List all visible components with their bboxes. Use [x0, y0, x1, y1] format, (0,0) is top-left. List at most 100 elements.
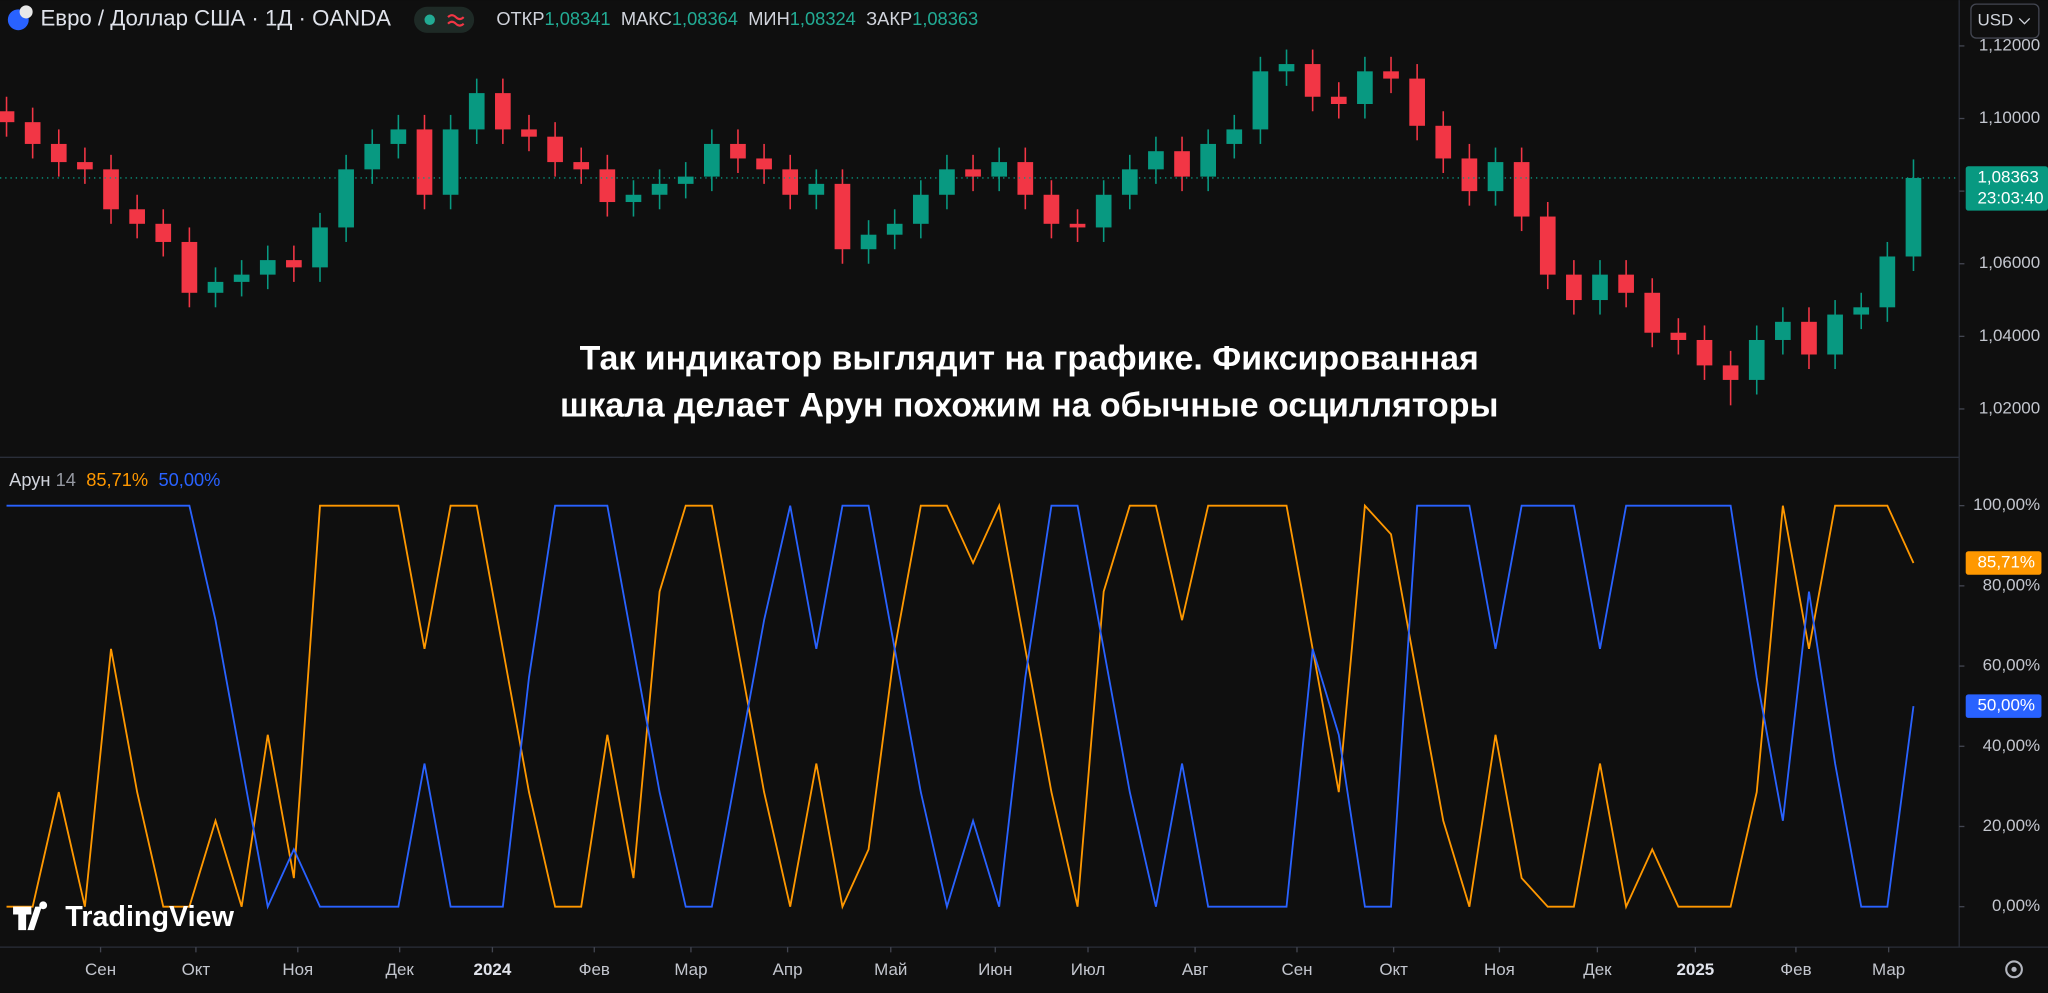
candle-body [338, 169, 354, 228]
candle-body [1853, 307, 1870, 315]
candle-body [808, 183, 825, 195]
settings-icon[interactable] [2011, 966, 2017, 972]
candle-body [77, 162, 93, 170]
candle-body [1226, 129, 1243, 144]
value-badge-label: 85,71% [1977, 552, 2035, 571]
candle-body [468, 93, 485, 130]
y-tick-label: 40,00% [1983, 736, 2041, 755]
candle-body [1357, 71, 1373, 105]
x-tick-label: Фев [1780, 960, 1811, 979]
candle-body [1304, 64, 1321, 97]
panes: 1,020001,040001,060001,080001,100001,120… [0, 35, 2048, 979]
candle-body [912, 194, 929, 224]
x-tick-label: Окт [182, 960, 211, 979]
candle-body [1696, 339, 1713, 366]
candle-body [1174, 151, 1190, 177]
candle-body [625, 194, 642, 203]
annotation-line: шкала делает Арун похожим на обычные осц… [560, 387, 1498, 425]
candle-body [129, 209, 145, 224]
last-price-badge [1965, 166, 2048, 211]
aroon-up-value: 85,71% [86, 469, 148, 490]
ohlc-label: МИН [748, 8, 790, 29]
candle-body [442, 129, 459, 195]
y-tick-label: 20,00% [1983, 816, 2041, 835]
candle-body [599, 169, 616, 203]
candle-body [1435, 125, 1452, 159]
y-tick-label: 0,00% [1992, 896, 2040, 915]
candle-body [1069, 223, 1086, 228]
candle-body [1121, 169, 1138, 195]
candle-body [521, 129, 537, 137]
flag-icon [19, 5, 33, 19]
status-pill [414, 6, 475, 33]
candle-body [1748, 339, 1765, 380]
candle-body [207, 281, 224, 293]
x-tick-label: Мар [1872, 960, 1905, 979]
candle-body [1879, 256, 1896, 308]
candle-body [730, 143, 746, 159]
candle-body [1827, 314, 1843, 355]
candle-body [259, 260, 276, 275]
candle-body [312, 227, 328, 268]
ohlc-values: ОТКР1,08341 МАКС1,08364 МИН1,08324 ЗАКР1… [496, 8, 978, 29]
candle-body [1722, 365, 1739, 380]
candle-body [1487, 162, 1504, 192]
aroon-down-value: 50,00% [158, 469, 220, 490]
candle-body [1252, 71, 1269, 130]
candle-body [547, 136, 563, 163]
delay-icon [447, 14, 465, 27]
x-tick-label: Ноя [1484, 960, 1515, 979]
ohlc-value: 1,08341 [545, 8, 611, 29]
candle-body [1095, 194, 1112, 228]
ohlc-value: 1,08363 [912, 8, 978, 29]
candle-body [782, 169, 799, 195]
currency-button[interactable] [1970, 3, 2040, 39]
x-tick-label: Июл [1071, 960, 1105, 979]
candle-body [24, 122, 41, 144]
candle-body [677, 176, 694, 184]
x-tick-label: 2024 [474, 960, 512, 979]
ohlc-label: ЗАКР [866, 8, 912, 29]
candle-body [364, 143, 381, 170]
candle-body [834, 183, 851, 250]
y-tick-label: 1,04000 [1979, 326, 2040, 345]
candle-body [965, 169, 981, 177]
ohlc-value: 1,08324 [790, 8, 856, 29]
x-tick-label: Окт [1379, 960, 1408, 979]
x-tick-label: Июн [978, 960, 1012, 979]
candle-body [1278, 64, 1295, 72]
settings-icon[interactable] [2005, 960, 2023, 979]
y-tick-label: 60,00% [1983, 656, 2041, 675]
value-badge-label: 50,00% [1977, 696, 2035, 715]
candle-body [1409, 78, 1425, 126]
candle-body [1644, 292, 1661, 333]
candle-body [155, 223, 172, 242]
candle-body [573, 162, 590, 170]
candle-body [1513, 162, 1530, 217]
y-tick-label: 1,12000 [1979, 35, 2040, 54]
x-tick-label: Ноя [282, 960, 313, 979]
currency-label[interactable]: USD [1977, 11, 2013, 30]
candle-body [756, 158, 772, 170]
candle-body [50, 143, 67, 163]
x-tick-label: Сен [1281, 960, 1312, 979]
dropdown-arrow[interactable] [2018, 17, 2031, 25]
candle-body [704, 143, 720, 177]
ohlc-label: МАКС [621, 8, 672, 29]
candle-body [1618, 274, 1634, 293]
candle-body [860, 234, 877, 250]
candle-body [1566, 274, 1582, 301]
indicator-length: 14 [56, 469, 76, 490]
aroon-line [6, 502, 1915, 910]
x-tick-label: Дек [385, 960, 414, 979]
x-tick-label: Мар [674, 960, 707, 979]
candle-body [1539, 216, 1556, 275]
candle-body [416, 129, 433, 195]
x-tick-label: Фев [579, 960, 610, 979]
x-tick-label: 2025 [1676, 960, 1714, 979]
candle-body [1905, 177, 1922, 257]
y-tick-label: 1,10000 [1979, 108, 2040, 127]
